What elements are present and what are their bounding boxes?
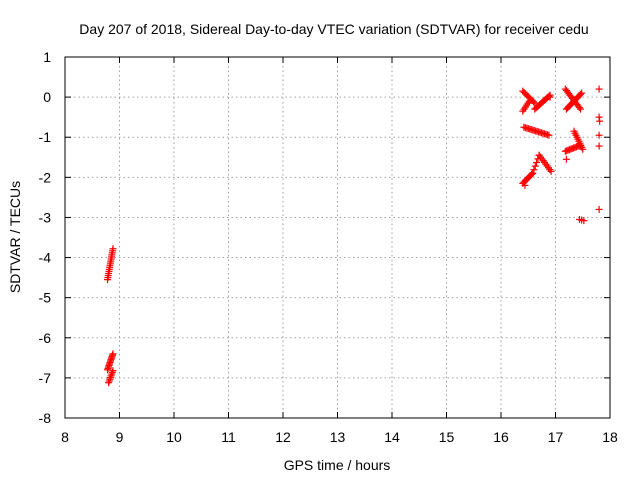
data-point-marker (106, 374, 114, 382)
x-axis-label: GPS time / hours (284, 457, 391, 473)
data-point-marker (577, 141, 585, 149)
x-tick-label: 14 (384, 429, 400, 445)
axis-ticks (64, 56, 611, 419)
data-point-marker (596, 117, 604, 125)
data-point-marker (529, 169, 537, 177)
data-point-marker (562, 155, 570, 163)
data-point-marker (109, 245, 117, 253)
y-tick-label: -8 (39, 410, 52, 426)
x-tick-labels: 8 9 10 11 12 13 14 15 16 17 18 (61, 429, 618, 445)
data-point-marker (105, 377, 113, 385)
grid-lines (65, 57, 610, 418)
data-point-marker (531, 162, 539, 170)
data-point-marker (595, 131, 603, 139)
y-tick-labels: 1 0 -1 -2 -3 -4 -5 -6 -7 -8 (39, 49, 52, 426)
data-point-marker (109, 350, 117, 358)
y-axis-label: SDTVAR / TECUs (7, 181, 23, 293)
x-tick-label: 15 (439, 429, 455, 445)
data-point-marker (595, 142, 603, 150)
data-point-marker (109, 367, 117, 375)
x-tick-label: 18 (602, 429, 618, 445)
data-point-marker (108, 368, 116, 376)
y-tick-label: 0 (43, 89, 51, 105)
x-tick-label: 10 (166, 429, 182, 445)
data-point-marker (108, 370, 116, 378)
y-tick-label: -7 (39, 370, 52, 386)
data-point-marker (580, 217, 588, 225)
y-tick-label: 1 (43, 49, 51, 65)
data-point-marker (107, 372, 115, 380)
x-tick-label: 13 (330, 429, 346, 445)
x-tick-label: 8 (61, 429, 69, 445)
data-point-marker (578, 89, 586, 97)
data-point-marker (577, 105, 585, 113)
data-point-marker (529, 98, 537, 106)
data-point-marker (545, 131, 553, 139)
data-point-marker (521, 181, 529, 189)
x-tick-label: 12 (275, 429, 291, 445)
y-tick-label: -4 (39, 250, 52, 266)
y-tick-label: -1 (39, 129, 52, 145)
y-tick-label: -2 (39, 169, 52, 185)
data-point-marker (595, 205, 603, 213)
data-point-marker (530, 166, 538, 174)
data-point-marker (547, 167, 555, 175)
y-tick-label: -6 (39, 330, 52, 346)
x-tick-label: 17 (548, 429, 564, 445)
chart-title: Day 207 of 2018, Sidereal Day-to-day VTE… (79, 21, 588, 37)
data-point-marker (525, 97, 533, 105)
y-tick-label: -5 (39, 290, 52, 306)
x-tick-label: 9 (116, 429, 124, 445)
data-point-marker (528, 170, 536, 178)
data-point-marker (575, 104, 583, 112)
data-point-marker (531, 99, 539, 107)
data-points (104, 85, 604, 387)
data-point-marker (106, 375, 114, 383)
x-tick-label: 11 (221, 429, 236, 445)
data-point-marker (533, 158, 541, 166)
data-point-marker (595, 85, 603, 93)
data-point-marker (105, 379, 113, 387)
data-point-marker (546, 93, 554, 101)
data-point-marker (576, 90, 584, 98)
x-tick-label: 16 (493, 429, 509, 445)
data-point-marker (545, 92, 553, 100)
y-tick-label: -3 (39, 209, 52, 225)
data-point-marker (579, 145, 587, 153)
